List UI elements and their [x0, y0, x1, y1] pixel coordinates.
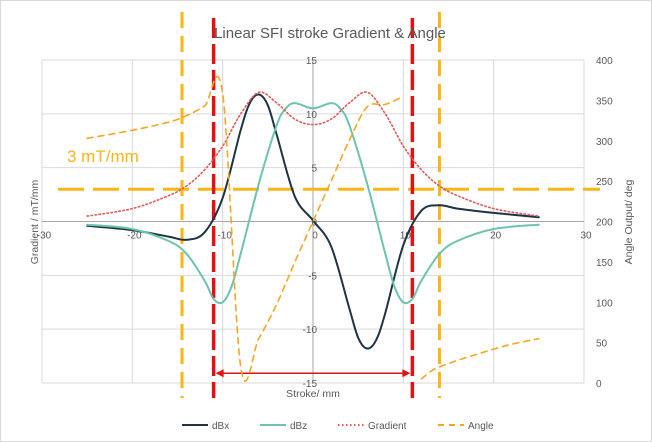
legend-item-angle: Angle: [438, 421, 494, 432]
legend-label: Gradient: [368, 421, 407, 432]
overlays: [58, 12, 600, 398]
legend-label: dBx: [212, 421, 229, 432]
x-tick-label: 10: [400, 231, 412, 242]
legend-item-dbx: dBx: [182, 421, 229, 432]
y2-tick-label: 200: [596, 218, 613, 229]
y2-tick-label: 150: [596, 258, 613, 269]
series-line-dbz: [86, 102, 540, 305]
y2-tick-label: 100: [596, 298, 613, 309]
series-line-angle: [86, 75, 405, 382]
y-axis-label: Gradient / mT/mm: [29, 179, 41, 264]
x-tick-label: 0: [312, 231, 318, 242]
legend: dBx dBz Gradient Angle: [182, 421, 494, 432]
y2-tick-label: 0: [596, 379, 602, 390]
tick-labels: -30 -20 -10 0 10 20 30-15-10-50510150501001502…: [37, 56, 613, 390]
series-line-angle: [420, 337, 540, 380]
x-tick-label: -10: [217, 231, 232, 242]
threshold-annotation: 3 mT/mm: [67, 147, 139, 166]
range-arrow-head-right: [402, 369, 411, 378]
y-tick-label: -15: [303, 379, 318, 390]
y-tick-label: 5: [311, 164, 317, 175]
y-tick-label: 10: [306, 110, 318, 121]
x-tick-label: -20: [127, 231, 142, 242]
plot-area: [86, 75, 540, 382]
x-axis-label: Stroke/ mm: [286, 388, 340, 400]
y2-tick-label: 350: [596, 96, 613, 107]
y-tick-label: -10: [303, 325, 318, 336]
x-tick-label: -30: [37, 231, 52, 242]
x-tick-label: 20: [490, 231, 502, 242]
range-arrow-head-left: [215, 369, 224, 378]
legend-item-gradient: Gradient: [338, 421, 407, 432]
y-tick-label: -5: [308, 271, 317, 282]
x-tick-label: 30: [580, 231, 592, 242]
chart-title: Linear SFI stroke Gradient & Angle: [214, 25, 446, 42]
y2-tick-label: 300: [596, 137, 613, 148]
legend-label: Angle: [468, 421, 494, 432]
series-line-gradient: [86, 91, 540, 217]
y2-tick-label: 250: [596, 177, 613, 188]
y2-tick-label: 50: [596, 339, 608, 350]
y2-axis-label: Angle Output/ deg: [623, 180, 635, 265]
y2-tick-label: 400: [596, 56, 613, 67]
legend-label: dBz: [290, 421, 307, 432]
y-tick-label: 15: [306, 56, 318, 67]
legend-item-dbz: dBz: [260, 421, 307, 432]
